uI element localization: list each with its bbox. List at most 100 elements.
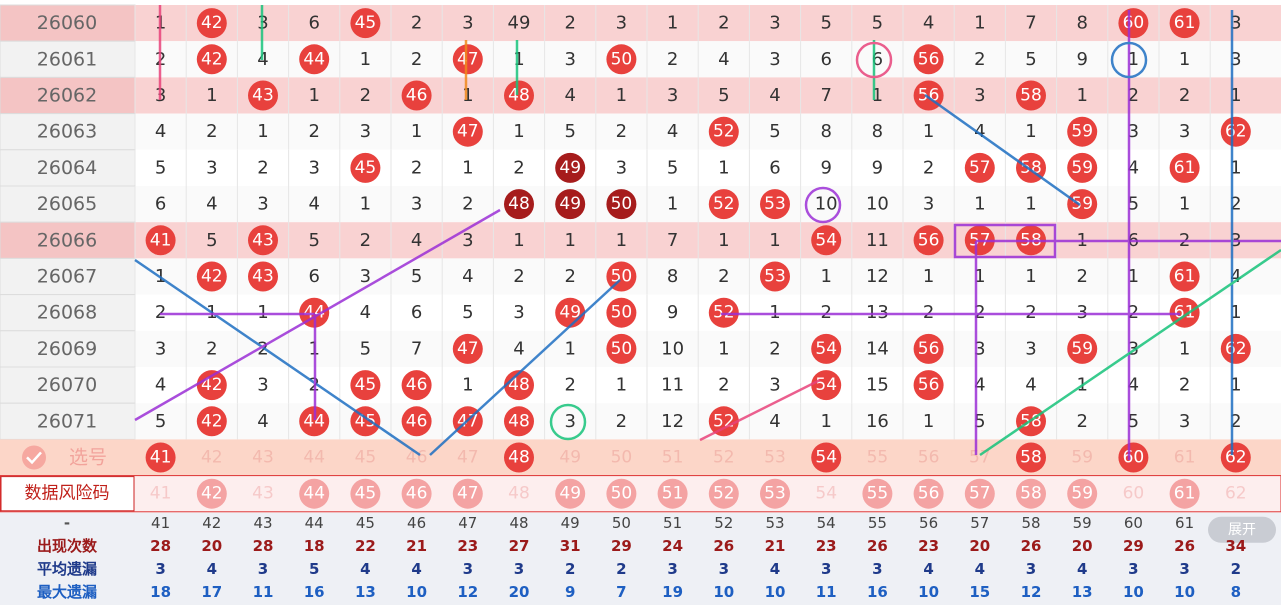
issue-number: 26066 [37, 229, 97, 251]
risk-number: 62 [1225, 484, 1247, 504]
hit-ball [504, 189, 534, 220]
hit-ball [350, 152, 381, 183]
miss-count: 2 [564, 13, 575, 34]
select-number: 60 [1123, 448, 1145, 468]
hit-ball [1067, 333, 1098, 364]
miss-count: 1 [360, 194, 371, 215]
stats-column-number: 44 [305, 514, 324, 532]
miss-count: 1 [1230, 302, 1241, 323]
miss-count: 1 [360, 49, 371, 70]
issue-number: 26069 [37, 338, 97, 360]
miss-count: 9 [1076, 49, 1087, 70]
miss-count: 2 [1076, 411, 1087, 432]
hit-number: 45 [355, 375, 377, 395]
miss-count: 4 [1128, 157, 1139, 178]
miss-count: 1 [616, 375, 627, 396]
hit-number: 56 [918, 339, 940, 359]
miss-count: 2 [718, 375, 729, 396]
hit-ball [1016, 80, 1046, 111]
hit-ball [708, 297, 739, 328]
miss-count: 3 [1025, 338, 1036, 359]
miss-count: 9 [820, 157, 831, 178]
miss-count: 1 [513, 49, 524, 70]
stats-value: 29 [611, 537, 632, 555]
miss-count: 3 [923, 194, 934, 215]
hit-number: 43 [252, 86, 274, 106]
miss-count: 2 [462, 194, 473, 215]
risk-ball [913, 478, 944, 509]
miss-count: 8 [1076, 13, 1087, 34]
risk-ball [452, 478, 483, 509]
risk-number: 43 [252, 484, 274, 504]
miss-count: 4 [769, 411, 780, 432]
risk-label: 数据风险码 [25, 484, 110, 504]
risk-ball [760, 478, 790, 509]
miss-count: 4 [411, 230, 422, 251]
hit-number: 56 [918, 230, 940, 250]
miss-count: 3 [616, 157, 627, 178]
row-bg [0, 77, 1281, 114]
risk-label-box [0, 476, 135, 512]
miss-count: 2 [360, 85, 371, 106]
miss-count: 1 [667, 13, 678, 34]
stats-value: 3 [258, 560, 268, 578]
stats-value: 3 [821, 560, 831, 578]
select-number: 59 [1071, 448, 1093, 468]
miss-count: 1 [462, 375, 473, 396]
miss-count: 6 [155, 194, 166, 215]
hit-ball [1067, 189, 1098, 220]
miss-count: 3 [206, 157, 217, 178]
stats-value: 11 [253, 583, 274, 601]
stats-value: 2 [565, 560, 575, 578]
hit-number: 53 [764, 194, 786, 214]
row-bg [0, 403, 1281, 440]
miss-count: 1 [1025, 194, 1036, 215]
hit-number: 53 [764, 267, 786, 287]
hit-ball [760, 189, 790, 220]
miss-count: 3 [1076, 302, 1087, 323]
miss-count: 2 [411, 157, 422, 178]
select-number: 45 [355, 448, 377, 468]
hit-ball [452, 116, 483, 147]
stats-column-number: 41 [151, 514, 170, 532]
stats-label: 平均遗漏 [37, 560, 97, 578]
miss-count: 3 [974, 338, 985, 359]
stats-column-number: 43 [253, 514, 272, 532]
stats-column-number: 42 [202, 514, 221, 532]
miss-count: 2 [155, 302, 166, 323]
miss-count: 5 [411, 266, 422, 287]
stats-value: 4 [975, 560, 985, 578]
miss-count: 1 [974, 13, 985, 34]
miss-count: 6 [872, 49, 883, 70]
select-number: 51 [662, 448, 684, 468]
issue-cell [0, 366, 136, 404]
stats-value: 12 [457, 583, 478, 601]
risk-ball [964, 478, 995, 509]
miss-count: 11 [661, 375, 684, 396]
miss-count: 1 [1076, 85, 1087, 106]
stats-value: 20 [1072, 537, 1093, 555]
expand-button[interactable] [1208, 516, 1276, 543]
hit-ball [248, 261, 278, 292]
miss-count: 4 [769, 85, 780, 106]
stats-value: 13 [355, 583, 376, 601]
hit-number: 45 [355, 13, 377, 33]
miss-count: 7 [667, 230, 678, 251]
miss-count: 3 [155, 338, 166, 359]
miss-count: 16 [866, 411, 889, 432]
hit-ball [913, 333, 944, 364]
stats-column-number: 55 [868, 514, 887, 532]
miss-count: 1 [1179, 338, 1190, 359]
hit-number: 42 [201, 13, 223, 33]
stats-value: 3 [1026, 560, 1036, 578]
hit-number: 54 [815, 339, 837, 359]
miss-count: 7 [411, 338, 422, 359]
hit-number: 46 [406, 375, 428, 395]
risk-ball [196, 478, 227, 509]
stats-column-number: 51 [663, 514, 682, 532]
miss-count: 8 [820, 121, 831, 142]
hit-number: 61 [1174, 158, 1196, 178]
miss-count: 1 [820, 266, 831, 287]
risk-number: 55 [867, 484, 889, 504]
